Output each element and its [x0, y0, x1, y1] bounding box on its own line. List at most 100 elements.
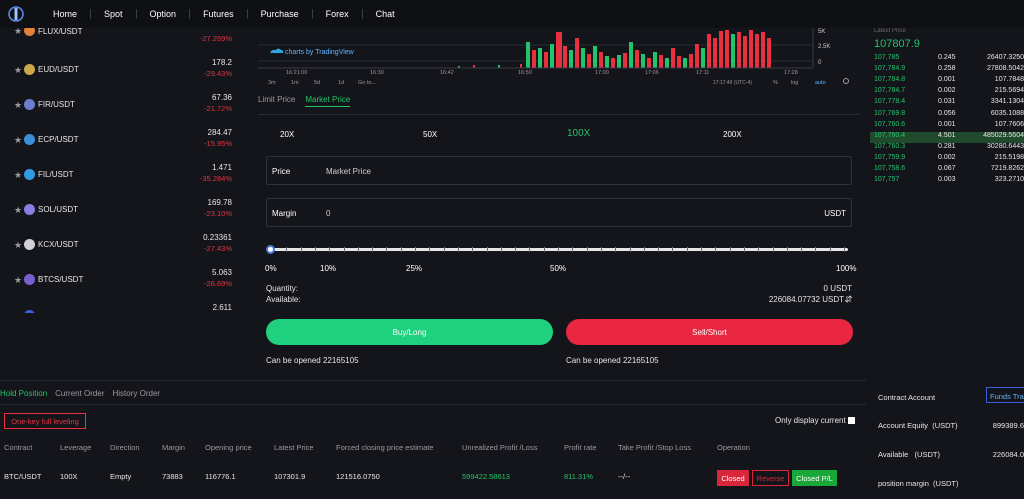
one-key-leveling-button[interactable]: One-key full leveling: [4, 413, 86, 429]
range-1m[interactable]: 1m: [291, 80, 299, 86]
margin-slider[interactable]: [270, 248, 848, 251]
coin-change: -27.269%: [199, 34, 232, 43]
leverage-200x[interactable]: 200X: [723, 130, 742, 139]
contract-account-panel: Contract Account Funds Tra Account Equit…: [866, 379, 1024, 499]
volume-bar: [755, 34, 759, 68]
ob-price: 107,758.6: [874, 165, 906, 172]
range-3m[interactable]: 3m: [268, 80, 276, 86]
star-icon[interactable]: ★: [14, 205, 23, 215]
orderbook-row[interactable]: 107,760.3 0.281 30280.6443: [870, 143, 1024, 154]
percent-25[interactable]: 25%: [406, 264, 423, 273]
coin-row[interactable]: ★ EUD/USDT 178.2 -29.43%: [0, 55, 245, 90]
nav-purchase[interactable]: Purchase: [248, 9, 313, 19]
closed-button[interactable]: Closed: [717, 470, 749, 486]
range-goto[interactable]: Go to...: [358, 80, 377, 86]
star-icon[interactable]: ★: [14, 28, 23, 36]
coin-row[interactable]: 2.611: [0, 300, 245, 313]
coin-row[interactable]: ★ KCX/USDT 0.23361 -27.43%: [0, 230, 245, 265]
leverage-50x[interactable]: 50X: [423, 130, 438, 139]
leverage-20x[interactable]: 20X: [280, 130, 295, 139]
orderbook-row[interactable]: 107,758.6 0.067 7219.8262: [870, 165, 1024, 176]
scale-log[interactable]: log: [791, 80, 798, 86]
logo-icon[interactable]: [8, 5, 24, 23]
only-current-checkbox[interactable]: [847, 417, 855, 424]
percent-0[interactable]: 0%: [265, 264, 277, 273]
closed-pl-button[interactable]: Closed P/L: [792, 470, 837, 486]
coin-icon: [24, 28, 35, 36]
slider-tick: [615, 247, 617, 252]
only-display-current[interactable]: Only display current: [775, 416, 855, 425]
orderbook-row[interactable]: 107,784.7 0.002 215.5694: [870, 87, 1024, 98]
nav-futures[interactable]: Futures: [190, 9, 248, 19]
slider-tick: [701, 247, 702, 252]
coin-name: ECP/USDT: [38, 135, 79, 144]
price-field[interactable]: Price Market Price: [266, 156, 852, 185]
volume-bar: [695, 44, 699, 68]
tab-history-order[interactable]: History Order: [112, 389, 161, 398]
tab-hold-position[interactable]: Hold Position: [0, 389, 48, 398]
buy-long-button[interactable]: Buy/Long: [266, 319, 553, 345]
orderbook-row[interactable]: 107,759.9 0.002 215.5198: [870, 154, 1024, 165]
orderbook-row[interactable]: 107,784.8 0.001 107.7848: [870, 76, 1024, 87]
ob-price: 107,784.9: [874, 65, 906, 73]
ob-quantity: 0.003: [938, 176, 956, 184]
coin-row[interactable]: ★ BTCS/USDT 5.063 -26.69%: [0, 265, 245, 300]
percent-100[interactable]: 100%: [836, 264, 857, 273]
coin-row[interactable]: ★ FLUX/USDT -27.269%: [0, 28, 245, 51]
star-icon[interactable]: ★: [14, 135, 23, 145]
tab-current-order[interactable]: Current Order: [55, 389, 105, 398]
volume-bar: [556, 32, 562, 68]
reverse-button[interactable]: Reverse: [752, 470, 789, 486]
coin-name: EUD/USDT: [38, 65, 79, 74]
star-icon[interactable]: ★: [14, 240, 23, 250]
settings-icon[interactable]: [843, 78, 849, 84]
transfer-icon[interactable]: [845, 295, 852, 303]
nav-option[interactable]: Option: [137, 9, 191, 19]
leverage-100x[interactable]: 100X: [567, 128, 591, 139]
price-chart[interactable]: charts by TradingView 5K 2.5K 0 16:21:00…: [258, 28, 860, 88]
scale-auto[interactable]: auto: [815, 80, 826, 86]
range-1d[interactable]: 1d: [338, 80, 344, 86]
tab-market-price[interactable]: Market Price: [305, 95, 351, 107]
coin-row[interactable]: ★ FIL/USDT 1.471 -35.284%: [0, 160, 245, 195]
star-icon[interactable]: ★: [14, 275, 23, 285]
slider-tick: [300, 247, 302, 252]
time-label: 16:42: [440, 70, 454, 76]
slider-tick: [743, 247, 745, 252]
percent-50[interactable]: 50%: [550, 264, 567, 273]
nav-chat[interactable]: Chat: [375, 9, 395, 19]
available-value: 226084.07732 USDT: [768, 295, 844, 304]
orderbook-row[interactable]: 107,784.9 0.258 27808.5042: [870, 65, 1024, 76]
sell-short-button[interactable]: Sell/Short: [566, 319, 853, 345]
nav-home[interactable]: Home: [40, 9, 92, 19]
slider-handle[interactable]: [266, 245, 275, 254]
nav-spot[interactable]: Spot: [91, 9, 137, 19]
coin-row[interactable]: ★ ECP/USDT 284.47 -15.95%: [0, 125, 245, 160]
margin-input[interactable]: Margin 0 USDT: [266, 198, 852, 227]
nav-forex[interactable]: Forex: [313, 9, 363, 19]
slider-tick: [415, 247, 416, 252]
tradingview-brand[interactable]: charts by TradingView: [270, 48, 355, 57]
star-icon[interactable]: ★: [14, 100, 23, 110]
funds-transfer-button[interactable]: Funds Tra: [986, 387, 1024, 403]
ob-quantity: 0.258: [938, 65, 956, 73]
star-icon[interactable]: ★: [14, 170, 23, 180]
coin-price: 2.611: [212, 303, 232, 312]
orderbook-row[interactable]: 107,757 0.003 323.2710: [870, 176, 1024, 187]
star-icon[interactable]: ★: [14, 65, 23, 75]
coin-row[interactable]: ★ SOL/USDT 169.78 -23.10%: [0, 195, 245, 230]
orderbook-row[interactable]: 107,760.4 4.501 485029.5604: [870, 131, 1024, 143]
orderbook-row[interactable]: 107,769.8 0.056 6035.1088: [870, 110, 1024, 121]
tab-limit-price[interactable]: Limit Price: [258, 95, 296, 104]
orderbook-row[interactable]: 107,760.6 0.001 107.7606: [870, 121, 1024, 132]
equity-label: Account Equity (USDT): [878, 421, 958, 430]
slider-tick: [343, 247, 345, 252]
range-5d[interactable]: 5d: [314, 80, 320, 86]
coin-list[interactable]: ★ FLUX/USDT -27.269% ★ EUD/USDT 178.2 -2…: [0, 28, 245, 313]
orderbook-row[interactable]: 107,778.4 0.031 3341.1304: [870, 98, 1024, 109]
coin-row[interactable]: ★ FIR/USDT 67.36 -21.72%: [0, 90, 245, 125]
scale-percent[interactable]: %: [773, 80, 778, 86]
ob-price: 107,760.3: [874, 142, 906, 150]
percent-10[interactable]: 10%: [320, 264, 337, 273]
orderbook-row[interactable]: 107,785 0.245 26407.3250: [870, 54, 1024, 65]
